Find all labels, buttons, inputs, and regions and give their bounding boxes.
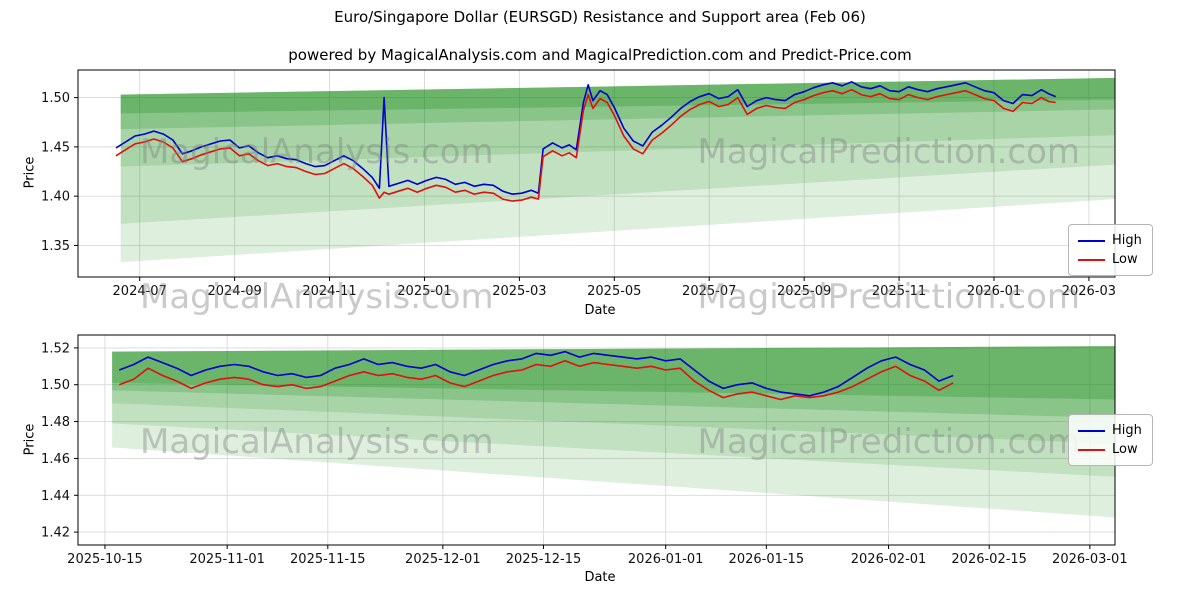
low-line-sample (1078, 448, 1105, 451)
svg-text:2026-01-01: 2026-01-01 (628, 552, 704, 567)
legend-top-chart: High Low (1068, 224, 1153, 276)
high-line-sample (1078, 239, 1105, 242)
support-resistance-bands (112, 346, 1116, 518)
svg-text:2025-09: 2025-09 (777, 284, 831, 299)
legend-label-high: High (1112, 233, 1142, 248)
svg-text:2026-02-15: 2026-02-15 (951, 552, 1027, 567)
legend-item-low: Low (1078, 440, 1142, 459)
low-line (119, 359, 954, 401)
tick-labels: 2025-10-15 2025-11-01 2025-11-15 2025-12-01… (41, 341, 1128, 567)
svg-text:2026-03: 2026-03 (1062, 284, 1116, 299)
svg-text:1.46: 1.46 (41, 452, 70, 467)
svg-text:2025-11-15: 2025-11-15 (290, 552, 366, 567)
figure-subtitle: powered by MagicalAnalysis.com and Magic… (288, 46, 912, 64)
svg-text:2024-09: 2024-09 (207, 284, 261, 299)
svg-text:2025-07: 2025-07 (682, 284, 736, 299)
svg-text:2024-11: 2024-11 (302, 284, 356, 299)
svg-text:2025-03: 2025-03 (492, 284, 546, 299)
svg-text:1.40: 1.40 (41, 190, 70, 205)
svg-text:1.52: 1.52 (41, 341, 70, 356)
svg-text:2026-03-01: 2026-03-01 (1052, 552, 1128, 567)
recent-forecast-chart: 2025-10-15 2025-11-01 2025-11-15 2025-12-01… (41, 334, 1128, 567)
legend-item-low: Low (1078, 250, 1142, 269)
svg-text:2025-01: 2025-01 (397, 284, 451, 299)
high-line (115, 81, 1057, 195)
svg-text:2024-07: 2024-07 (113, 284, 167, 299)
legend-item-high: High (1078, 421, 1142, 440)
y-axis-label-bottom: Price (22, 423, 38, 456)
svg-text:1.44: 1.44 (41, 489, 70, 504)
legend-label-low: Low (1112, 252, 1138, 267)
svg-text:2025-11: 2025-11 (872, 284, 926, 299)
x-axis-label-top: Date (584, 303, 616, 318)
long-term-chart: 2024-07 2024-09 2024-11 2025-01 2025-03 2025-… (41, 69, 1116, 299)
legend-item-high: High (1078, 231, 1142, 250)
svg-text:1.45: 1.45 (41, 140, 70, 155)
svg-text:1.48: 1.48 (41, 415, 70, 430)
tick-labels: 2024-07 2024-09 2024-11 2025-01 2025-03 2025-… (41, 91, 1116, 299)
svg-text:2026-02-01: 2026-02-01 (851, 552, 927, 567)
low-line (115, 88, 1056, 202)
svg-text:2026-01: 2026-01 (967, 284, 1021, 299)
y-axis-label-top: Price (22, 156, 38, 189)
svg-text:2025-12-01: 2025-12-01 (405, 552, 481, 567)
legend-label-high: High (1112, 423, 1142, 438)
svg-text:2025-10-15: 2025-10-15 (67, 552, 143, 567)
high-line (119, 350, 954, 397)
x-axis-label-bottom: Date (584, 570, 616, 585)
support-resistance-bands (120, 77, 1115, 263)
svg-text:1.42: 1.42 (41, 526, 70, 541)
high-line-sample (1078, 429, 1105, 432)
svg-text:2026-01-15: 2026-01-15 (729, 552, 805, 567)
svg-text:2025-11-01: 2025-11-01 (189, 552, 265, 567)
legend-label-low: Low (1112, 442, 1138, 457)
legend-bottom-chart: High Low (1068, 414, 1153, 466)
svg-text:1.50: 1.50 (41, 378, 70, 393)
svg-text:1.50: 1.50 (41, 91, 70, 106)
low-line-sample (1078, 258, 1105, 261)
gridlines (78, 335, 1115, 545)
figure-title: Euro/Singapore Dollar (EURSGD) Resistanc… (334, 8, 866, 26)
svg-text:1.35: 1.35 (41, 239, 70, 254)
svg-text:2025-12-15: 2025-12-15 (506, 552, 582, 567)
svg-text:2025-05: 2025-05 (587, 284, 641, 299)
